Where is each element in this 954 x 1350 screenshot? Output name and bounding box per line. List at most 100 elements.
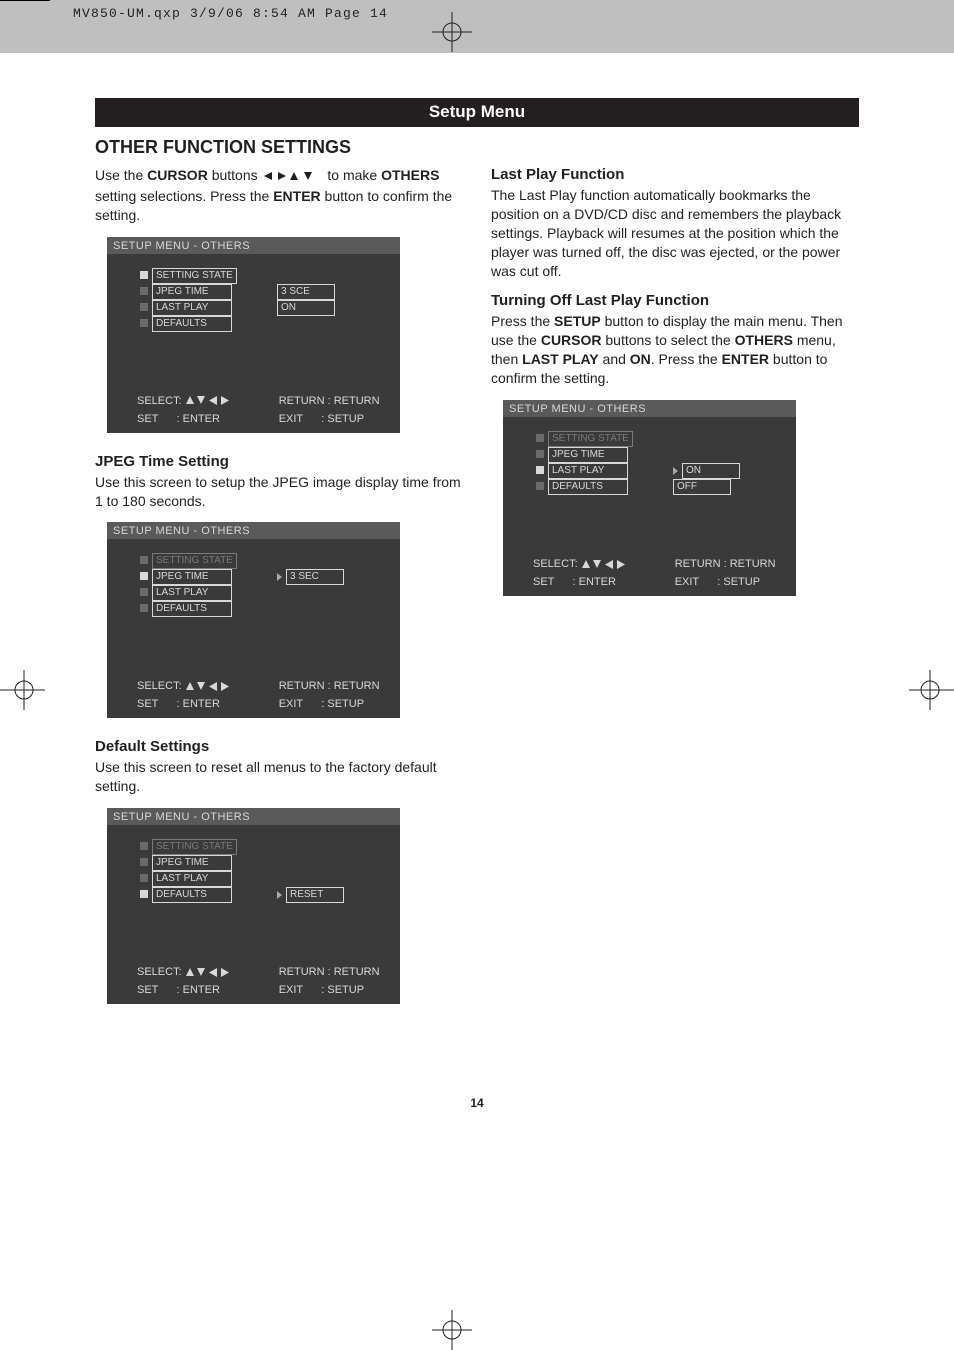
cursor-arrows-icon	[262, 168, 324, 187]
text: to make	[324, 167, 382, 183]
osd-footer: SELECT: SET : ENTERRETURN : RETURNEXIT :…	[503, 558, 796, 588]
osd-bullet-icon	[140, 572, 148, 580]
text: setting selections. Press the	[95, 188, 273, 204]
osd-menu-item: JPEG TIME	[140, 855, 237, 871]
osd-screenshot-2: SETUP MENU - OTHERSSETTING STATEJPEG TIM…	[107, 522, 400, 718]
text: and	[599, 351, 630, 367]
text: . Press the	[651, 351, 722, 367]
osd-menu-item: SETTING STATE	[140, 839, 237, 855]
osd-menu-item: DEFAULTS	[140, 601, 237, 617]
osd-menu: SETTING STATEJPEG TIMELAST PLAYDEFAULTS	[140, 839, 237, 903]
osd-menu-label: LAST PLAY	[548, 463, 628, 479]
osd-value: RESET	[286, 887, 344, 903]
text-bold: OTHERS	[381, 167, 439, 183]
osd-value: OFF	[673, 479, 731, 495]
print-header: MV850-UM.qxp 3/9/06 8:54 AM Page 14	[0, 0, 954, 53]
osd-body: SETTING STATEJPEG TIMELAST PLAYDEFAULTS3…	[107, 539, 400, 669]
osd-menu-label: DEFAULTS	[152, 601, 232, 617]
osd-menu-label: JPEG TIME	[152, 855, 232, 871]
osd-title: SETUP MENU - OTHERS	[107, 237, 400, 254]
osd-bullet-icon	[140, 271, 148, 279]
registration-mark-bottom	[432, 1310, 472, 1350]
osd-value-row-empty	[277, 855, 344, 871]
osd-bullet-icon	[536, 450, 544, 458]
osd-bullet-icon	[140, 319, 148, 327]
osd-value-row: ON	[673, 463, 740, 479]
osd-value-row: ON	[277, 300, 335, 316]
defaults-text: Use this screen to reset all menus to th…	[95, 758, 463, 796]
page-content: Setup Menu OTHER FUNCTION SETTINGS Use t…	[0, 53, 954, 1150]
text-bold: CURSOR	[541, 332, 602, 348]
osd-menu-item: LAST PLAY	[140, 871, 237, 887]
osd-menu: SETTING STATEJPEG TIMELAST PLAYDEFAULTS	[536, 431, 633, 495]
arrow-keys-icon	[185, 966, 229, 978]
osd-return-label: RETURN : RETURN	[675, 558, 776, 570]
osd-menu-item: SETTING STATE	[140, 268, 237, 284]
osd-menu-label: LAST PLAY	[152, 300, 232, 316]
osd-return-label: RETURN : RETURN	[279, 395, 380, 407]
triangle-marker-icon	[277, 573, 282, 581]
osd-menu: SETTING STATEJPEG TIMELAST PLAYDEFAULTS	[140, 268, 237, 332]
osd-bullet-icon	[140, 890, 148, 898]
right-column: Last Play Function The Last Play functio…	[491, 166, 859, 1024]
text-bold: ENTER	[273, 188, 320, 204]
osd-bullet-icon	[536, 434, 544, 442]
osd-footer-left: SELECT: SET : ENTER	[107, 680, 229, 710]
text: buttons	[208, 167, 262, 183]
osd-bullet-icon	[140, 874, 148, 882]
osd-return-label: RETURN : RETURN	[279, 966, 380, 978]
text-bold: CURSOR	[147, 167, 208, 183]
osd-menu-label: LAST PLAY	[152, 871, 232, 887]
turnoff-text: Press the SETUP button to display the ma…	[491, 312, 859, 388]
osd-bullet-icon	[140, 556, 148, 564]
osd-value: ON	[277, 300, 335, 316]
text-bold: SETUP	[554, 313, 601, 329]
osd-value-row-empty	[673, 431, 740, 447]
osd-menu-label: JPEG TIME	[548, 447, 628, 463]
text: Press the	[491, 313, 554, 329]
osd-select-label: SELECT:	[137, 395, 229, 407]
osd-value-row-empty	[277, 601, 344, 617]
osd-select-label: SELECT:	[137, 680, 229, 692]
osd-value-row-empty	[277, 553, 344, 569]
osd-screenshot-4: SETUP MENU - OTHERSSETTING STATEJPEG TIM…	[503, 400, 796, 596]
osd-body: SETTING STATEJPEG TIMELAST PLAYDEFAULTS 3…	[107, 254, 400, 384]
osd-footer-right: RETURN : RETURNEXIT : SETUP	[625, 558, 776, 588]
lastplay-text: The Last Play function automatically boo…	[491, 186, 859, 280]
osd-footer-left: SELECT: SET : ENTER	[107, 966, 229, 996]
osd-bullet-icon	[140, 858, 148, 866]
osd-bullet-icon	[140, 588, 148, 596]
osd-body: SETTING STATEJPEG TIMELAST PLAYDEFAULTS O…	[503, 417, 796, 547]
osd-set-label: SET : ENTER	[137, 413, 229, 425]
jpeg-heading: JPEG Time Setting	[95, 453, 463, 470]
arrow-keys-icon	[185, 680, 229, 692]
osd-screenshot-3: SETUP MENU - OTHERSSETTING STATEJPEG TIM…	[107, 808, 400, 1004]
osd-bullet-icon	[140, 842, 148, 850]
osd-footer-left: SELECT: SET : ENTER	[503, 558, 625, 588]
osd-menu-label: DEFAULTS	[548, 479, 628, 495]
osd-bullet-icon	[140, 287, 148, 295]
osd-value-row: 3 SEC	[277, 569, 344, 585]
osd-value: 3 SEC	[286, 569, 344, 585]
osd-value-row-empty	[277, 268, 335, 284]
lastplay-heading: Last Play Function	[491, 166, 859, 183]
osd-bullet-icon	[140, 604, 148, 612]
osd-footer: SELECT: SET : ENTER RETURN : RETURN EXIT :…	[107, 680, 400, 710]
osd-return-label: RETURN : RETURN	[279, 680, 380, 692]
setup-menu-title-bar: Setup Menu	[95, 98, 859, 127]
osd-menu-label: LAST PLAY	[152, 585, 232, 601]
osd-value-row: OFF	[673, 479, 740, 495]
osd-value-row-empty	[277, 316, 335, 332]
osd-menu-item: JPEG TIME	[536, 447, 633, 463]
left-column: Use the CURSOR buttons to make OTHERS se…	[95, 166, 463, 1024]
osd-menu-label: DEFAULTS	[152, 887, 232, 903]
osd-set-label: SET : ENTER	[137, 698, 229, 710]
osd-menu-label: SETTING STATE	[152, 268, 237, 284]
osd-menu-item: SETTING STATE	[140, 553, 237, 569]
osd-exit-label: EXIT : SETUP	[279, 698, 380, 710]
osd-menu-label: SETTING STATE	[152, 553, 237, 569]
osd-value: 3 SCE	[277, 284, 335, 300]
osd-set-label: SET : ENTER	[533, 576, 625, 588]
osd-footer: SELECT: SET : ENTERRETURN : RETURNEXIT :…	[107, 395, 400, 425]
osd-footer: SELECT: SET : ENTERRETURN : RETURNEXIT :…	[107, 966, 400, 996]
